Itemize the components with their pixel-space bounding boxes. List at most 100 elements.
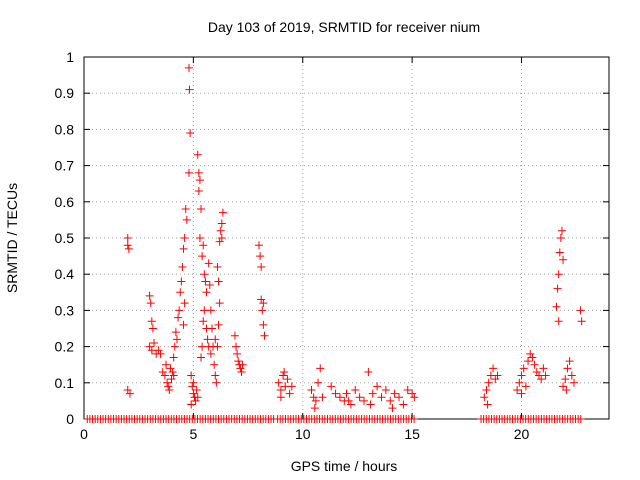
- data-point: [517, 371, 526, 380]
- data-point: [276, 386, 285, 395]
- data-point: [562, 386, 571, 395]
- data-point: [388, 404, 397, 413]
- data-point: [214, 277, 223, 286]
- data-point: [480, 393, 489, 402]
- data-point: [166, 364, 175, 373]
- data-point: [198, 252, 207, 261]
- data-point: [530, 360, 539, 369]
- y-tick-label: 0: [66, 411, 74, 427]
- data-point: [146, 299, 155, 308]
- data-point: [259, 320, 268, 329]
- data-point: [200, 270, 209, 279]
- data-point: [189, 378, 198, 387]
- data-point: [577, 317, 586, 326]
- y-tick-label: 0.5: [55, 230, 75, 246]
- data-point: [310, 404, 319, 413]
- data-point: [517, 389, 526, 398]
- data-point: [395, 393, 403, 402]
- data-point: [258, 306, 267, 315]
- data-point: [167, 375, 176, 384]
- data-point: [176, 288, 185, 297]
- data-point: [519, 364, 528, 373]
- data-point: [260, 331, 269, 340]
- data-point: [216, 226, 225, 235]
- data-point: [257, 295, 266, 304]
- y-tick-label: 0.6: [55, 194, 75, 210]
- data-point: [168, 367, 177, 376]
- data-point: [177, 277, 186, 286]
- data-point: [175, 306, 184, 315]
- data-point: [205, 281, 214, 290]
- data-point: [285, 389, 294, 398]
- data-point: [280, 367, 289, 376]
- x-tick-label: 15: [404, 426, 420, 442]
- data-point: [156, 349, 165, 358]
- data-point: [195, 234, 204, 242]
- data-point: [125, 389, 134, 398]
- data-point: [557, 226, 566, 235]
- data-point: [554, 317, 563, 326]
- data-point: [150, 338, 158, 347]
- data-point: [193, 150, 202, 159]
- data-point: [238, 360, 247, 369]
- data-point: [368, 389, 377, 398]
- data-point: [355, 393, 364, 402]
- data-point: [491, 375, 500, 384]
- data-point: [287, 382, 296, 391]
- data-point: [521, 382, 530, 391]
- data-point: [483, 400, 492, 409]
- data-point: [528, 353, 537, 362]
- data-point: [218, 208, 227, 217]
- data-point: [194, 168, 203, 177]
- data-point: [217, 234, 226, 242]
- data-point: [274, 378, 283, 387]
- data-point: [399, 400, 408, 409]
- data-point: [541, 371, 550, 380]
- data-point: [381, 386, 390, 395]
- data-point: [202, 288, 211, 297]
- data-point: [283, 375, 292, 384]
- data-point: [201, 277, 210, 286]
- data-point: [204, 259, 213, 268]
- data-point: [232, 342, 241, 351]
- y-tick-label: 0.8: [55, 121, 75, 137]
- data-point: [233, 349, 242, 358]
- data-point: [403, 386, 412, 395]
- data-point: [199, 241, 208, 250]
- data-point: [236, 364, 245, 373]
- data-point: [188, 382, 197, 391]
- data-point: [171, 328, 180, 337]
- data-point: [178, 262, 187, 271]
- data-point: [148, 324, 157, 333]
- data-point: [318, 393, 327, 402]
- data-point: [187, 400, 196, 409]
- data-point: [215, 299, 224, 308]
- data-point: [386, 396, 395, 405]
- data-point: [410, 393, 419, 402]
- data-point: [180, 234, 189, 242]
- data-point: [180, 299, 189, 308]
- data-point: [145, 291, 154, 300]
- data-point: [191, 396, 200, 405]
- data-point: [174, 313, 183, 322]
- data-point: [123, 234, 132, 242]
- data-point: [213, 342, 222, 351]
- data-point: [482, 386, 491, 395]
- data-point: [526, 349, 535, 358]
- data-point: [179, 320, 188, 329]
- data-point: [556, 234, 565, 242]
- data-point: [169, 353, 178, 362]
- data-point: [366, 400, 375, 409]
- data-point: [185, 63, 193, 72]
- data-point: [563, 364, 572, 373]
- y-axis-label: SRMTID / TECUs: [4, 183, 20, 293]
- data-point: [181, 205, 190, 214]
- data-point: [307, 386, 316, 395]
- data-point: [346, 400, 355, 409]
- data-point: [327, 382, 336, 391]
- y-tick-label: 0.9: [55, 85, 75, 101]
- data-point: [193, 393, 202, 402]
- data-point: [187, 371, 196, 380]
- data-point: [185, 168, 193, 177]
- data-point: [195, 176, 204, 185]
